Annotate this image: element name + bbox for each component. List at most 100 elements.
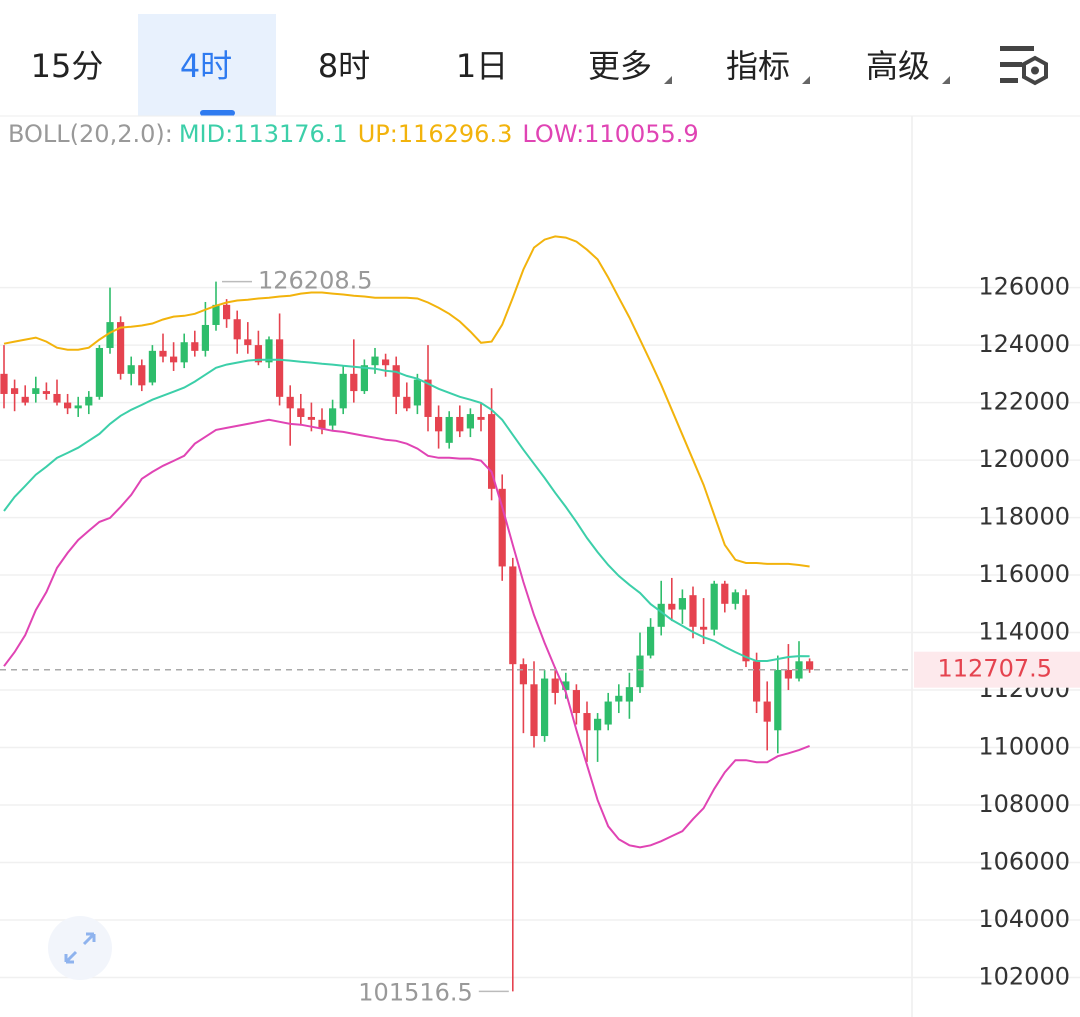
y-tick-label: 122000 (978, 388, 1070, 416)
indicator-label: BOLL(20,2.0): (8, 120, 173, 148)
candle-body (360, 365, 368, 392)
candle-body (774, 669, 782, 731)
boll-line (3, 358, 810, 662)
candle-body (413, 379, 421, 406)
candle-body (562, 681, 570, 691)
active-tab-background (138, 14, 276, 116)
candle-body (138, 365, 146, 386)
tab[interactable]: 15分 (31, 47, 104, 85)
y-tick-label: 106000 (978, 848, 1070, 876)
candle-body (297, 408, 305, 417)
tab[interactable]: 8时 (318, 47, 370, 85)
candle-body (254, 345, 262, 363)
candle-body (435, 416, 443, 432)
y-tick-label: 114000 (978, 618, 1070, 646)
candle-body (329, 408, 337, 426)
candle-body (117, 322, 125, 374)
candle-body (21, 396, 29, 403)
candle-body (456, 416, 464, 432)
candle-body (318, 419, 326, 429)
toolbar: 15分 4时 8时 1日 更多 指标 高级 (31, 14, 1048, 116)
candle-body (488, 414, 496, 489)
indicator-value: UP:116296.3 (358, 120, 513, 148)
candle-body (604, 701, 612, 725)
candle-body (127, 365, 135, 374)
icon-bar (1000, 46, 1034, 51)
candle-body (657, 603, 665, 627)
settings-icon[interactable] (1000, 46, 1048, 86)
dropdown-caret (802, 76, 810, 84)
candle-body (350, 373, 358, 392)
y-tick-label: 102000 (978, 963, 1070, 991)
candle-body (466, 414, 474, 429)
candle-body (53, 393, 61, 403)
candle-body (191, 342, 199, 351)
candle-body (403, 396, 411, 409)
candle-body (647, 626, 655, 656)
indicator-value: LOW:110055.9 (522, 120, 698, 148)
candle-body (625, 687, 633, 702)
candle-body (212, 304, 220, 325)
candle-body (742, 595, 750, 662)
candle-body (678, 598, 686, 610)
candle-body (668, 603, 676, 610)
candle-body (710, 583, 718, 630)
candle-body (731, 592, 739, 604)
candle-body (382, 359, 390, 366)
indicator-value: MID:113176.1 (179, 120, 348, 148)
candle-body (795, 661, 803, 679)
candle-body (806, 661, 814, 670)
tab[interactable]: 指标 (726, 47, 790, 85)
candle-body (85, 396, 93, 406)
icon-gear-center (1031, 66, 1039, 75)
candle-body (265, 339, 273, 363)
candle-body (530, 684, 538, 737)
candle-body (700, 626, 708, 630)
candle-body (159, 350, 167, 357)
candle-body (64, 402, 72, 409)
candle-body (201, 324, 209, 351)
expand-button[interactable] (48, 916, 112, 980)
candle-body (551, 678, 559, 693)
tab[interactable]: 更多 (588, 47, 652, 85)
candle-body (42, 391, 50, 394)
min-label: 101516.5 (358, 978, 473, 1006)
candle-body (636, 655, 644, 688)
candle-body (233, 319, 241, 340)
tab[interactable]: 1日 (456, 47, 508, 85)
dropdown-caret (664, 76, 672, 84)
boll-line (3, 418, 810, 849)
candle-body (583, 713, 591, 731)
candle-body (509, 566, 517, 665)
candle-body (763, 701, 771, 722)
boll-line (3, 235, 810, 568)
y-tick-label: 104000 (978, 905, 1070, 933)
tab[interactable]: 高级 (866, 47, 930, 85)
candle-body (276, 339, 284, 397)
candle-body (32, 388, 40, 394)
candle-body (572, 690, 580, 714)
candle-body (95, 347, 103, 397)
candle-body (223, 304, 231, 320)
tab[interactable]: 4时 (180, 47, 232, 85)
candle-body (371, 356, 379, 366)
y-tick-label: 108000 (978, 790, 1070, 818)
candle-body (180, 342, 188, 363)
candle-body (170, 356, 178, 363)
candle-body (445, 416, 453, 443)
dropdown-caret (942, 76, 950, 84)
candle-body (244, 339, 252, 346)
candle-body (11, 388, 19, 394)
expand-arrows (64, 932, 96, 964)
candle-body (286, 396, 294, 409)
expand-circle (48, 916, 112, 980)
candle-body (689, 595, 697, 627)
candle-body (106, 322, 114, 348)
candle-body (74, 405, 82, 409)
candle-body (148, 350, 156, 383)
candle-body (307, 416, 315, 420)
candle-body (0, 373, 8, 394)
candle-body (392, 365, 400, 397)
y-tick-label: 116000 (978, 560, 1070, 588)
